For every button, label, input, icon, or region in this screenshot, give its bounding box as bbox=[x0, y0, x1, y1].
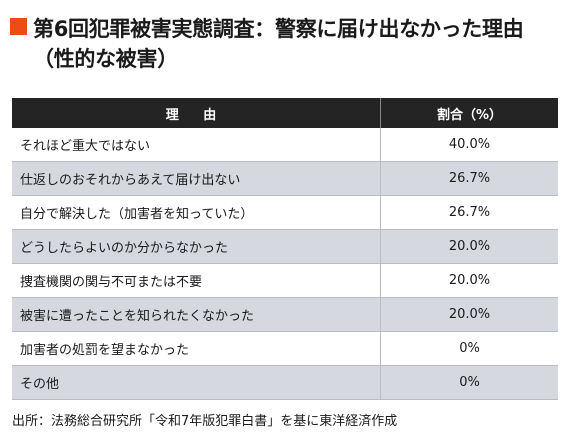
percent-cell: 20.0% bbox=[380, 297, 558, 332]
percent-cell: 26.7% bbox=[380, 195, 558, 230]
table-row: 被害に遭ったことを知られたくなかった 20.0% bbox=[12, 297, 558, 332]
reasons-table: 理 由 割合（%） それほど重大ではない 40.0% 仕返しのおそれからあえて届… bbox=[12, 98, 558, 400]
table-row: 仕返しのおそれからあえて届け出ない 26.7% bbox=[12, 161, 558, 196]
reason-cell: その他 bbox=[12, 365, 381, 400]
table-row: その他 0% bbox=[12, 365, 558, 400]
percent-cell: 20.0% bbox=[380, 263, 558, 298]
table-row: それほど重大ではない 40.0% bbox=[12, 128, 558, 162]
reason-cell: 自分で解決した（加害者を知っていた） bbox=[12, 195, 381, 230]
header-percent: 割合（%） bbox=[380, 98, 558, 128]
table-header-row: 理 由 割合（%） bbox=[12, 98, 558, 128]
table-row: 加害者の処罰を望まなかった 0% bbox=[12, 331, 558, 366]
title-block: 第6回犯罪被害実態調査：警察に届け出なかった理由（性的な被害） bbox=[10, 14, 562, 74]
table-row: どうしたらよいのか分からなかった 20.0% bbox=[12, 229, 558, 264]
percent-cell: 26.7% bbox=[380, 161, 558, 196]
header-reason: 理 由 bbox=[12, 98, 381, 128]
percent-cell: 20.0% bbox=[380, 229, 558, 264]
percent-cell: 0% bbox=[380, 331, 558, 366]
page-title: 第6回犯罪被害実態調査：警察に届け出なかった理由（性的な被害） bbox=[33, 17, 524, 71]
percent-cell: 0% bbox=[380, 365, 558, 400]
reason-cell: 捜査機関の関与不可または不要 bbox=[12, 263, 381, 298]
percent-cell: 40.0% bbox=[380, 128, 558, 162]
title-marker-square bbox=[10, 18, 27, 35]
table-row: 捜査機関の関与不可または不要 20.0% bbox=[12, 263, 558, 298]
source-note: 出所：法務総合研究所「令和7年版犯罪白書」を基に東洋経済作成 bbox=[12, 414, 398, 429]
reason-cell: それほど重大ではない bbox=[12, 128, 381, 162]
reason-cell: 仕返しのおそれからあえて届け出ない bbox=[12, 161, 381, 196]
reason-cell: 加害者の処罰を望まなかった bbox=[12, 331, 381, 366]
reasons-table-container: 理 由 割合（%） それほど重大ではない 40.0% 仕返しのおそれからあえて届… bbox=[12, 98, 558, 400]
reason-cell: どうしたらよいのか分からなかった bbox=[12, 229, 381, 264]
table-row: 自分で解決した（加害者を知っていた） 26.7% bbox=[12, 195, 558, 230]
reason-cell: 被害に遭ったことを知られたくなかった bbox=[12, 297, 381, 332]
